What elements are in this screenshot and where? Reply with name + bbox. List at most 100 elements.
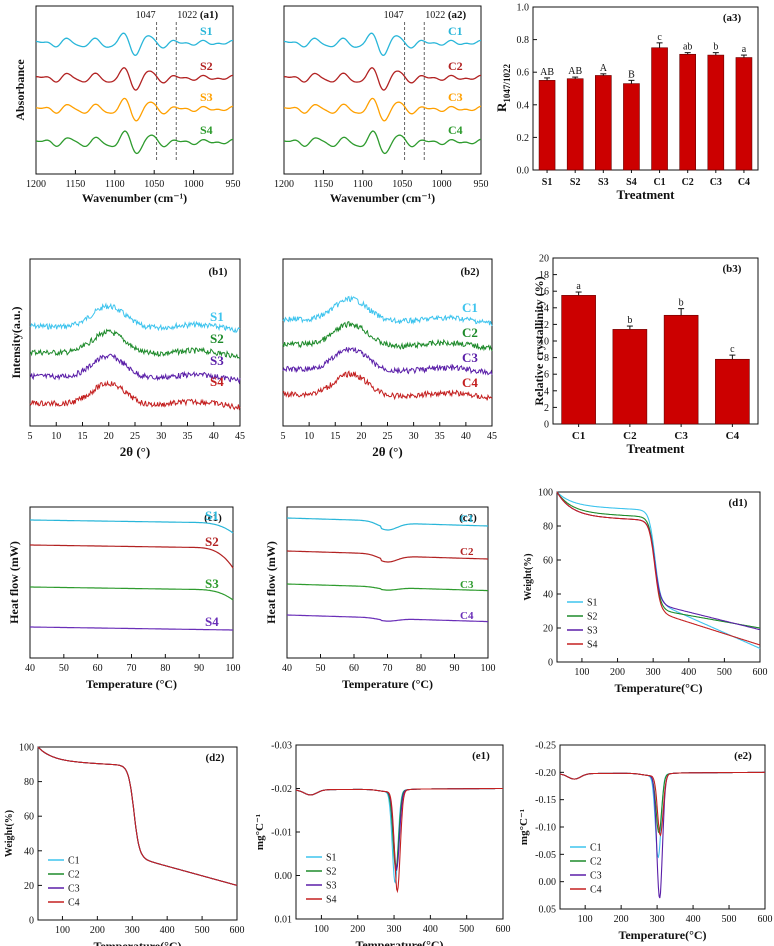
d2-x-axis: 100 200 300 400 500 600 bbox=[55, 916, 245, 936]
b1-series-label: S1 bbox=[210, 309, 224, 324]
b2-x-tick-label: 40 bbox=[461, 431, 471, 442]
a3-y-tick-label: 0.0 bbox=[517, 166, 530, 177]
a3-y-tick-label: 0.6 bbox=[517, 68, 530, 79]
a3-bar bbox=[707, 54, 725, 171]
e2-y-axis-title: mg°C⁻¹ bbox=[518, 809, 530, 845]
e1-y-tick-label: -0.02 bbox=[271, 784, 292, 795]
a2-reference-label: 1022 bbox=[425, 10, 445, 21]
e2-y-tick-label: 0.05 bbox=[539, 905, 557, 916]
b3-y-tick-label: 18 bbox=[539, 270, 549, 281]
b1-series-label: S2 bbox=[210, 331, 224, 346]
c2-x-tick-label: 90 bbox=[450, 663, 460, 674]
e1-x-tick-label: 600 bbox=[496, 924, 511, 935]
e2-x-axis-title: Temperature(°C) bbox=[618, 928, 706, 942]
a2-series-label: C2 bbox=[448, 59, 463, 73]
c1-series-line bbox=[30, 586, 234, 601]
b1-series-line bbox=[29, 328, 241, 359]
e1-legend-label: S1 bbox=[326, 853, 337, 864]
c2-x-tick-label: 100 bbox=[481, 663, 496, 674]
d2-x-tick-label: 300 bbox=[125, 925, 140, 936]
a3-bar bbox=[651, 47, 668, 171]
c1-x-tick-label: 100 bbox=[226, 663, 241, 674]
a2-series-line bbox=[283, 67, 482, 91]
a1-x-tick-label: 1000 bbox=[184, 179, 204, 190]
d1-y-axis-title: Weight(%) bbox=[523, 553, 534, 600]
a3-significance-label: b bbox=[713, 42, 718, 53]
d1-panel-label: (d1) bbox=[729, 497, 748, 509]
d2-legend-label: C4 bbox=[68, 898, 80, 909]
a1-x-tick-label: 950 bbox=[226, 179, 241, 190]
b2-series-label: C2 bbox=[462, 325, 478, 340]
c2-x-tick-label: 60 bbox=[349, 663, 359, 674]
b3-y-tick-label: 6 bbox=[544, 370, 549, 381]
a3-bar bbox=[623, 83, 640, 171]
e1-y-tick-label: 0.00 bbox=[275, 871, 293, 882]
a3-category-label: C1 bbox=[653, 177, 665, 188]
a2-plot-frame bbox=[283, 5, 482, 175]
e1-y-axis: 0.01 0.00 -0.01 -0.02 -0.03 bbox=[271, 741, 300, 926]
b1-x-tick-label: 30 bbox=[156, 431, 166, 442]
a1-series-label: S3 bbox=[200, 90, 213, 104]
a3-significance-label: AB bbox=[568, 66, 582, 77]
b3-y-tick-label: 20 bbox=[539, 254, 549, 265]
a2-series-line bbox=[284, 130, 482, 155]
c2-series-line bbox=[287, 583, 488, 592]
a1-panel-label: (a1) bbox=[200, 9, 219, 21]
a2-series-line bbox=[283, 32, 481, 56]
e1-legend-label: S3 bbox=[326, 881, 337, 892]
a3-bar bbox=[595, 75, 612, 171]
e2-legend: C1 C2 C3 C4 bbox=[570, 843, 602, 896]
e1-y-tick-label: 0.01 bbox=[275, 915, 293, 926]
a1-series-line bbox=[35, 97, 234, 122]
e2-y-tick-label: -0.20 bbox=[535, 768, 556, 779]
b3-category-label: C1 bbox=[572, 430, 585, 442]
e2-x-tick-label: 400 bbox=[686, 914, 701, 925]
b3-significance-label: b bbox=[627, 315, 632, 326]
a3-significance-label: c bbox=[657, 32, 662, 43]
b1-series-line bbox=[29, 302, 241, 334]
b3-y-tick-label: 0 bbox=[544, 420, 549, 431]
b3-y-axis: 0 2 4 6 8 10 12 14 16 18 20 bbox=[539, 254, 557, 431]
b3-significance-label: c bbox=[730, 344, 735, 355]
a2-x-tick-label: 950 bbox=[474, 179, 489, 190]
c2-x-tick-label: 50 bbox=[316, 663, 326, 674]
a3-category-label: C2 bbox=[682, 177, 694, 188]
e1-legend: S1 S2 S3 S4 bbox=[306, 853, 337, 906]
b3-bar bbox=[715, 358, 750, 425]
a2-reference-label: 1047 bbox=[384, 10, 404, 21]
e2-x-tick-label: 100 bbox=[578, 914, 593, 925]
a2-x-tick-label: 1150 bbox=[314, 179, 334, 190]
a3-y-axis-title-sub: 1047/1022 bbox=[502, 64, 512, 103]
e2-y-tick-label: -0.25 bbox=[535, 741, 556, 752]
e1-x-tick-label: 200 bbox=[350, 924, 365, 935]
c1-plot-frame bbox=[29, 506, 234, 659]
c1-x-tick-label: 60 bbox=[93, 663, 103, 674]
a1-x-tick-label: 1050 bbox=[144, 179, 164, 190]
c2-series-line bbox=[287, 550, 488, 563]
c1-series-label: S2 bbox=[205, 534, 219, 549]
d1-legend-label: S1 bbox=[587, 598, 598, 609]
a3-bar bbox=[735, 57, 753, 171]
a1-series-line bbox=[36, 130, 234, 155]
e2-y-tick-label: -0.05 bbox=[535, 850, 556, 861]
a1-y-axis-title: Absorbance bbox=[13, 59, 27, 121]
d1-x-tick-label: 100 bbox=[574, 667, 589, 678]
a1-x-tick-label: 1100 bbox=[105, 179, 125, 190]
b1-series-line bbox=[29, 353, 241, 385]
d2-legend-label: C1 bbox=[68, 856, 80, 867]
e1-y-axis-title: mg°C⁻¹ bbox=[254, 814, 266, 850]
d2-x-tick-label: 400 bbox=[160, 925, 175, 936]
d2-legend: C1 C2 C3 C4 bbox=[48, 856, 80, 909]
b1-x-tick-label: 40 bbox=[209, 431, 219, 442]
e2-x-tick-label: 200 bbox=[614, 914, 629, 925]
a3-significance-label: ab bbox=[683, 42, 692, 53]
b3-significance-label: a bbox=[576, 281, 581, 292]
a3-significance-label: B bbox=[628, 69, 635, 80]
a3-significance-label: a bbox=[742, 44, 747, 55]
a1-series-label: S4 bbox=[200, 123, 213, 137]
d1-x-tick-label: 300 bbox=[646, 667, 661, 678]
a3-panel-label: (a3) bbox=[723, 12, 742, 24]
a1-plot-frame bbox=[35, 5, 234, 175]
d2-series-line bbox=[37, 746, 238, 886]
c2-x-tick-label: 70 bbox=[383, 663, 393, 674]
